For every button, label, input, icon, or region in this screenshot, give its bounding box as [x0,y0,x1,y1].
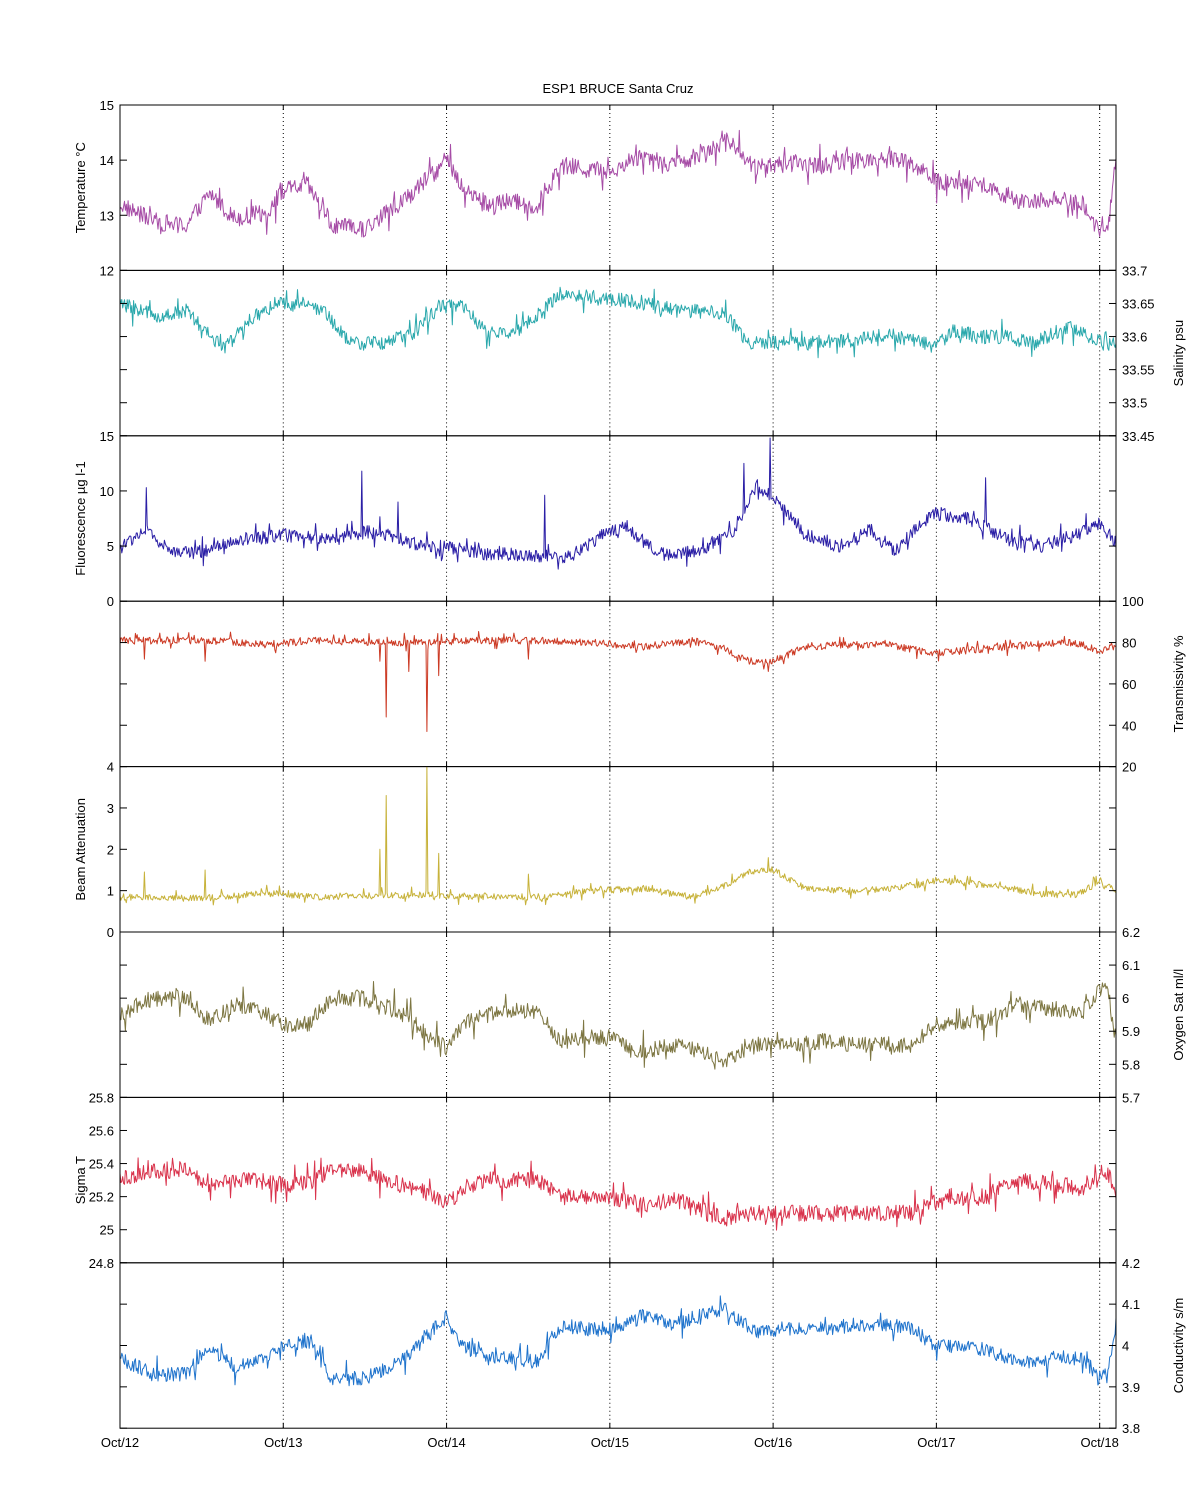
y-tick-label: 1 [107,884,114,899]
y-tick-label: 14 [100,153,114,168]
x-tick-label: Oct/13 [264,1435,302,1450]
y-tick-label: 10 [100,484,114,499]
x-tick-label: Oct/17 [917,1435,955,1450]
x-tick-label: Oct/18 [1081,1435,1119,1450]
series-line-temperature-c [119,129,1117,238]
y-tick-label: 33.45 [1122,429,1155,444]
y-tick-label: 24.8 [89,1256,114,1271]
y-tick-label: 5.8 [1122,1057,1140,1072]
y-tick-label: 5 [107,539,114,554]
y-tick-label: 3 [107,801,114,816]
y-tick-label: 80 [1122,636,1136,651]
series-line-salinity-psu [119,286,1117,359]
panel-frame [119,269,1117,437]
series-line-sigma-t [119,1157,1117,1231]
y-axis-label: Oxygen Sat ml/l [1171,969,1186,1061]
series-line-beam-attenuation [119,766,1117,906]
y-tick-label: 13 [100,208,114,223]
y-tick-label: 5.9 [1122,1024,1140,1039]
y-tick-label: 3.9 [1122,1380,1140,1395]
y-tick-label: 2 [107,842,114,857]
y-axis-label: Beam Attenuation [73,798,88,901]
x-tick-label: Oct/16 [754,1435,792,1450]
series-line-fluorescence-g-l-1 [119,437,1117,570]
panel-4: 0 1 2 3 4 Beam Attenuation [73,760,1117,940]
y-tick-label: 60 [1122,677,1136,692]
y-tick-label: 15 [100,429,114,444]
y-tick-label: 33.7 [1122,263,1147,278]
y-tick-label: 25.8 [89,1090,114,1105]
chart-title: ESP1 BRUCE Santa Cruz [542,81,693,96]
x-tick-label: Oct/15 [591,1435,629,1450]
series-line-oxygen-sat-ml-l [119,981,1117,1070]
series-line-conductivity-s-m [119,1295,1117,1387]
panel-2: 0 5 10 15 Fluorescence µg l-1 [73,429,1117,609]
y-tick-label: 33.55 [1122,363,1155,378]
y-tick-label: 4.1 [1122,1297,1140,1312]
y-tick-label: 15 [100,98,114,113]
panel-0: 12 13 14 15 Temperature °C [73,98,1117,278]
y-tick-label: 0 [107,925,114,940]
panel-5: 5.7 5.8 5.9 6 6.1 6.2 Oxygen Sat ml/l [119,925,1186,1105]
panel-frame [119,766,1117,933]
y-tick-label: 4 [107,760,114,775]
x-tick-label: Oct/12 [101,1435,139,1450]
y-tick-label: 40 [1122,718,1136,733]
series-line-transmissivity- [119,631,1117,732]
y-tick-label: 33.6 [1122,330,1147,345]
panel-frame [119,600,1117,768]
y-tick-label: 4 [1122,1339,1129,1354]
y-tick-label: 25.2 [89,1190,114,1205]
y-tick-label: 3.8 [1122,1421,1140,1436]
y-tick-label: 6.1 [1122,958,1140,973]
panel-1: 33.45 33.5 33.55 33.6 33.65 33.7 Salinity psu [119,263,1186,444]
y-tick-label: 6.2 [1122,925,1140,940]
y-tick-label: 12 [100,263,114,278]
y-axis-label: Conductivity s/m [1171,1298,1186,1393]
y-axis-label: Transmissivity % [1171,635,1186,732]
y-tick-label: 0 [107,594,114,609]
panel-6: 24.8 25 25.2 25.4 25.6 25.8 Sigma T [73,1090,1117,1271]
x-axis: Oct/12 Oct/13 Oct/14 Oct/15 Oct/16 Oct/17 Oct/… [101,1435,1119,1450]
y-axis-label: Salinity psu [1171,320,1186,386]
y-tick-label: 20 [1122,760,1136,775]
y-tick-label: 100 [1122,594,1144,609]
panel-frame [119,1262,1117,1429]
y-tick-label: 6 [1122,991,1129,1006]
y-axis-label: Temperature °C [73,142,88,233]
y-axis-label: Fluorescence µg l-1 [73,461,88,575]
y-tick-label: 5.7 [1122,1090,1140,1105]
y-tick-label: 25.4 [89,1157,114,1172]
y-tick-label: 33.65 [1122,296,1155,311]
y-axis-label: Sigma T [73,1156,88,1204]
y-tick-label: 25 [100,1223,114,1238]
y-tick-label: 33.5 [1122,396,1147,411]
panel-3: 20 40 60 80 100 Transmissivity % [119,594,1186,775]
panel-7: 3.8 3.9 4 4.1 4.2 Conductivity s/m [119,1256,1186,1436]
y-tick-label: 4.2 [1122,1256,1140,1271]
x-tick-label: Oct/14 [427,1435,465,1450]
panel-frame [119,1096,1117,1264]
y-tick-label: 25.6 [89,1123,114,1138]
